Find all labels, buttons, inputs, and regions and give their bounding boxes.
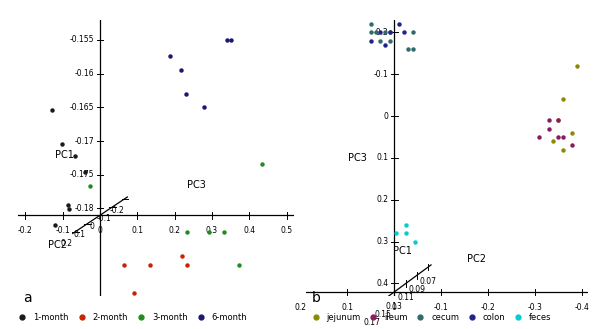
Text: 0.1: 0.1: [73, 230, 85, 240]
Text: 0: 0: [384, 112, 389, 120]
Text: a: a: [23, 291, 32, 305]
Text: -0.2: -0.2: [18, 226, 33, 235]
Text: -0.1: -0.1: [97, 214, 112, 223]
Text: -0.1: -0.1: [434, 303, 449, 312]
Text: -0.1: -0.1: [374, 70, 389, 79]
Text: -0.175: -0.175: [70, 170, 95, 179]
Text: PC2: PC2: [48, 240, 67, 249]
Text: PC1: PC1: [55, 150, 74, 160]
Text: PC3: PC3: [348, 153, 367, 163]
Text: 0.1: 0.1: [341, 303, 353, 312]
Text: 0.15: 0.15: [374, 310, 392, 319]
Text: PC2: PC2: [467, 254, 485, 264]
Text: -0.16: -0.16: [75, 69, 95, 78]
Text: 0.09: 0.09: [409, 285, 425, 294]
Text: 0.2: 0.2: [377, 195, 389, 204]
Text: 0: 0: [392, 303, 397, 312]
Text: -0.3: -0.3: [528, 303, 543, 312]
Text: 0.2: 0.2: [61, 239, 73, 248]
Text: -0.17: -0.17: [75, 137, 95, 145]
Text: 0: 0: [89, 222, 94, 231]
Text: 0.3: 0.3: [206, 226, 218, 235]
Text: 0.1: 0.1: [131, 226, 143, 235]
Text: 0: 0: [98, 226, 103, 235]
Legend: 1-month, 2-month, 3-month, 6-month: 1-month, 2-month, 3-month, 6-month: [10, 309, 251, 325]
Text: -0.2: -0.2: [109, 206, 124, 215]
Text: -0.1: -0.1: [55, 226, 70, 235]
Text: 0.4: 0.4: [243, 226, 256, 235]
Text: -0.2: -0.2: [374, 28, 389, 37]
Text: -0.165: -0.165: [70, 103, 95, 112]
Text: PC3: PC3: [187, 180, 205, 190]
Legend: jejunum, ileum, cecum, colon, feces: jejunum, ileum, cecum, colon, feces: [304, 309, 554, 325]
Text: 0.2: 0.2: [169, 226, 181, 235]
Text: 0.17: 0.17: [364, 318, 380, 327]
Text: -0.4: -0.4: [575, 303, 590, 312]
Text: -0.18: -0.18: [75, 204, 95, 213]
Text: 0.5: 0.5: [280, 226, 293, 235]
Text: 0.4: 0.4: [377, 279, 389, 288]
Text: 0.13: 0.13: [386, 302, 403, 311]
Text: -0.155: -0.155: [70, 36, 95, 44]
Text: 0.2: 0.2: [295, 303, 307, 312]
Text: 0.07: 0.07: [420, 277, 437, 286]
Text: -0.2: -0.2: [481, 303, 496, 312]
Text: b: b: [311, 291, 320, 305]
Text: 0.1: 0.1: [377, 153, 389, 163]
Text: 0.11: 0.11: [397, 293, 414, 302]
Text: PC1: PC1: [394, 246, 412, 256]
Text: 0.3: 0.3: [377, 237, 389, 246]
